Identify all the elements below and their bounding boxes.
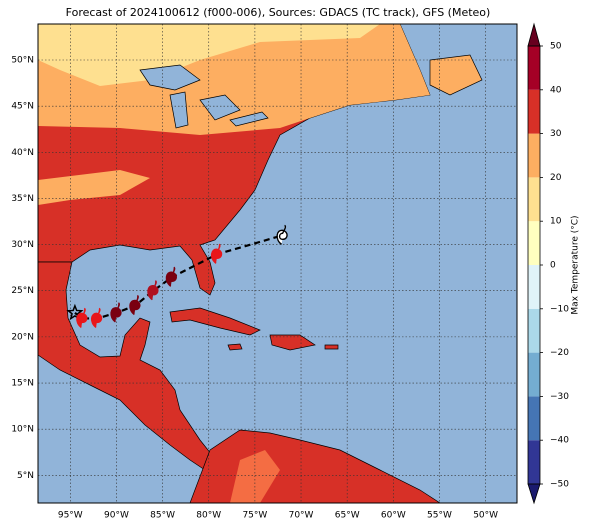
newfoundland	[429, 54, 483, 96]
colorbar-swatch	[528, 396, 540, 441]
y-tick-label: 20°N	[11, 332, 34, 342]
colorbar-tick-label: −40	[550, 436, 569, 446]
colorbar-extend	[527, 22, 541, 47]
y-tick-label: 30°N	[11, 240, 34, 250]
colorbar-swatch	[528, 46, 540, 90]
colorbar-tick-label: −50	[550, 480, 569, 490]
colorbar-swatch	[528, 308, 540, 353]
central-america	[38, 261, 213, 471]
y-tick-label: 5°N	[17, 471, 34, 481]
y-tick-label: 25°N	[11, 286, 34, 296]
cyclone-marker	[210, 243, 223, 264]
cyclone-marker	[129, 294, 141, 316]
x-tick-label: 85°W	[150, 511, 175, 521]
great-lakes	[169, 91, 189, 129]
colorbar-swatch	[528, 177, 540, 222]
great-lakes	[229, 111, 269, 127]
colorbar-swatch	[528, 440, 540, 484]
colorbar-swatch	[528, 133, 540, 178]
y-tick-label: 50°N	[11, 55, 34, 65]
colorbar: −50 −40 −30 −20 −10 0 10 20 30 40 50	[527, 22, 569, 505]
y-tick-label: 15°N	[11, 379, 34, 389]
colorbar-swatch	[528, 221, 540, 265]
jamaica	[227, 343, 243, 351]
colorbar-tick-label: 10	[550, 217, 562, 227]
colorbar-tick-label: −10	[550, 304, 569, 314]
x-tick-label: 50°W	[473, 511, 498, 521]
cyclone-marker	[276, 224, 288, 245]
map-frame	[37, 23, 518, 504]
x-tick-label: 75°W	[242, 511, 267, 521]
colorbar-swatch	[528, 89, 540, 134]
y-tick-label: 45°N	[11, 102, 34, 112]
interior-warm	[38, 170, 150, 205]
colorbar-extend	[527, 483, 541, 505]
colorbar-tick-label: 30	[550, 129, 562, 139]
great-lakes	[139, 64, 201, 91]
x-tick-label: 95°W	[58, 511, 83, 521]
x-tick-label: 70°W	[289, 511, 314, 521]
basemap	[38, 24, 517, 503]
puerto-rico	[324, 344, 339, 350]
cyclone-marker	[76, 307, 88, 328]
colorbar-swatch	[528, 265, 540, 309]
cyclone-marker	[90, 307, 103, 328]
hispaniola	[269, 334, 316, 351]
cold-zone	[38, 24, 380, 86]
cyclone-marker	[165, 266, 178, 287]
cyclone-marker	[110, 302, 122, 323]
track-start	[66, 303, 84, 321]
x-tick-label: 60°W	[381, 511, 406, 521]
x-tick-label: 55°W	[427, 511, 452, 521]
colorbar-tick-label: 20	[550, 173, 562, 183]
great-lakes	[199, 94, 241, 121]
y-tick-label: 10°N	[11, 425, 34, 435]
colorbar-tick-label: −20	[550, 348, 569, 358]
colorbar-tick-label: 40	[550, 85, 562, 95]
x-tick-label: 65°W	[335, 511, 360, 521]
x-tick-label: 80°W	[196, 511, 221, 521]
colorbar-tick-label: −30	[550, 392, 569, 402]
storm-track	[66, 224, 288, 328]
colorbar-label: Max Temperature (°C)	[571, 215, 581, 314]
y-tick-label: 35°N	[11, 194, 34, 204]
cyclone-marker	[147, 280, 159, 301]
colorbar-swatch	[528, 352, 540, 397]
cuba	[169, 307, 261, 336]
graticule	[38, 24, 517, 503]
x-tick-label: 90°W	[104, 511, 129, 521]
map-title: Forecast of 2024100612 (f000-006), Sourc…	[66, 6, 491, 19]
colorbar-tick-label: 50	[550, 42, 562, 52]
colorbar-tick-label: 0	[550, 261, 556, 271]
y-tick-label: 40°N	[11, 148, 34, 158]
